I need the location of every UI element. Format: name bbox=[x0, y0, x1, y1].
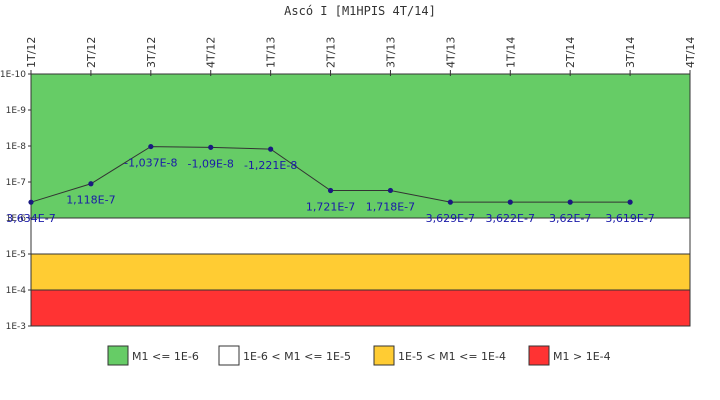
y-tick-label: 1E-3 bbox=[6, 322, 26, 332]
legend-swatch bbox=[107, 345, 129, 366]
legend-label: M1 > 1E-4 bbox=[553, 350, 611, 363]
data-point bbox=[507, 199, 513, 205]
data-point bbox=[268, 146, 274, 152]
x-tick-label: 3T/12 bbox=[145, 37, 158, 68]
data-label: 3,619E-7 bbox=[605, 212, 654, 225]
legend-label: 1E-6 < M1 <= 1E-5 bbox=[243, 350, 351, 363]
x-tick-label: 2T/13 bbox=[325, 37, 338, 68]
data-point bbox=[627, 199, 633, 205]
data-label: 1,721E-7 bbox=[306, 200, 355, 213]
x-tick-label: 4T/12 bbox=[205, 37, 218, 68]
data-label: -1,037E-8 bbox=[124, 157, 177, 170]
data-point bbox=[148, 143, 154, 150]
y-tick-label: 1E-6 bbox=[6, 214, 27, 224]
data-label: 3,62E-7 bbox=[549, 212, 591, 225]
y-tick-label: 1E-4 bbox=[6, 286, 27, 296]
data-label: -1,09E-8 bbox=[188, 157, 234, 170]
x-tick-label: 2T/12 bbox=[85, 37, 98, 68]
x-tick-label: 1T/12 bbox=[25, 37, 38, 68]
x-tick-label: 1T/14 bbox=[504, 37, 517, 68]
data-point bbox=[28, 199, 34, 205]
band-1 bbox=[30, 217, 691, 255]
series-line: 3,634E-7 1,118E-7 -1,037E-8 -1,09E-8 -1,221E… bbox=[6, 143, 655, 225]
legend-swatch bbox=[373, 345, 395, 366]
y-tick-label: 1E-8 bbox=[6, 142, 27, 152]
x-tick-label: 2T/14 bbox=[564, 37, 577, 68]
x-axis-ticks: 1T/12 2T/12 3T/12 4T/12 1T/13 2T/13 3T/13 4T/13… bbox=[25, 37, 697, 76]
legend-label: M1 <= 1E-6 bbox=[132, 350, 199, 363]
y-tick-label: 1E-5 bbox=[6, 250, 26, 260]
data-label: 1,718E-7 bbox=[366, 200, 415, 213]
data-point bbox=[208, 144, 214, 150]
legend: M1 <= 1E-6 1E-6 < M1 <= 1E-5 1E-5 < M1 <= … bbox=[107, 345, 611, 366]
band-0 bbox=[30, 73, 691, 219]
data-label: 3,622E-7 bbox=[486, 212, 535, 225]
y-tick-label: 1E-9 bbox=[6, 106, 27, 116]
y-tick-label: 1E-10 bbox=[0, 70, 26, 80]
y-axis-ticks: 1E-10 1E-9 1E-8 1E-7 1E-6 1E-5 1E-4 1E-3 bbox=[0, 70, 31, 332]
data-label: 3,634E-7 bbox=[6, 212, 55, 225]
data-point bbox=[387, 187, 394, 194]
data-point bbox=[327, 187, 334, 194]
data-point bbox=[447, 199, 453, 205]
legend-swatch bbox=[218, 345, 240, 366]
x-tick-label: 4T/14 bbox=[684, 37, 697, 68]
x-tick-label: 4T/13 bbox=[444, 37, 457, 68]
band-2 bbox=[30, 253, 691, 291]
risk-bands bbox=[30, 73, 691, 327]
band-3 bbox=[30, 289, 691, 327]
x-tick-label: 3T/13 bbox=[384, 37, 397, 68]
x-tick-label: 1T/13 bbox=[265, 37, 278, 68]
data-label: 1,118E-7 bbox=[66, 194, 115, 207]
data-label: -1,221E-8 bbox=[244, 159, 297, 172]
data-label: 3,629E-7 bbox=[426, 212, 475, 225]
chart-title: Ascó I [M1HPIS 4T/14] bbox=[284, 4, 436, 18]
data-point bbox=[567, 199, 573, 205]
legend-swatch bbox=[528, 345, 550, 366]
y-tick-label: 1E-7 bbox=[6, 178, 26, 188]
legend-label: 1E-5 < M1 <= 1E-4 bbox=[398, 350, 506, 363]
data-point bbox=[88, 181, 94, 187]
x-tick-label: 3T/14 bbox=[624, 37, 637, 68]
